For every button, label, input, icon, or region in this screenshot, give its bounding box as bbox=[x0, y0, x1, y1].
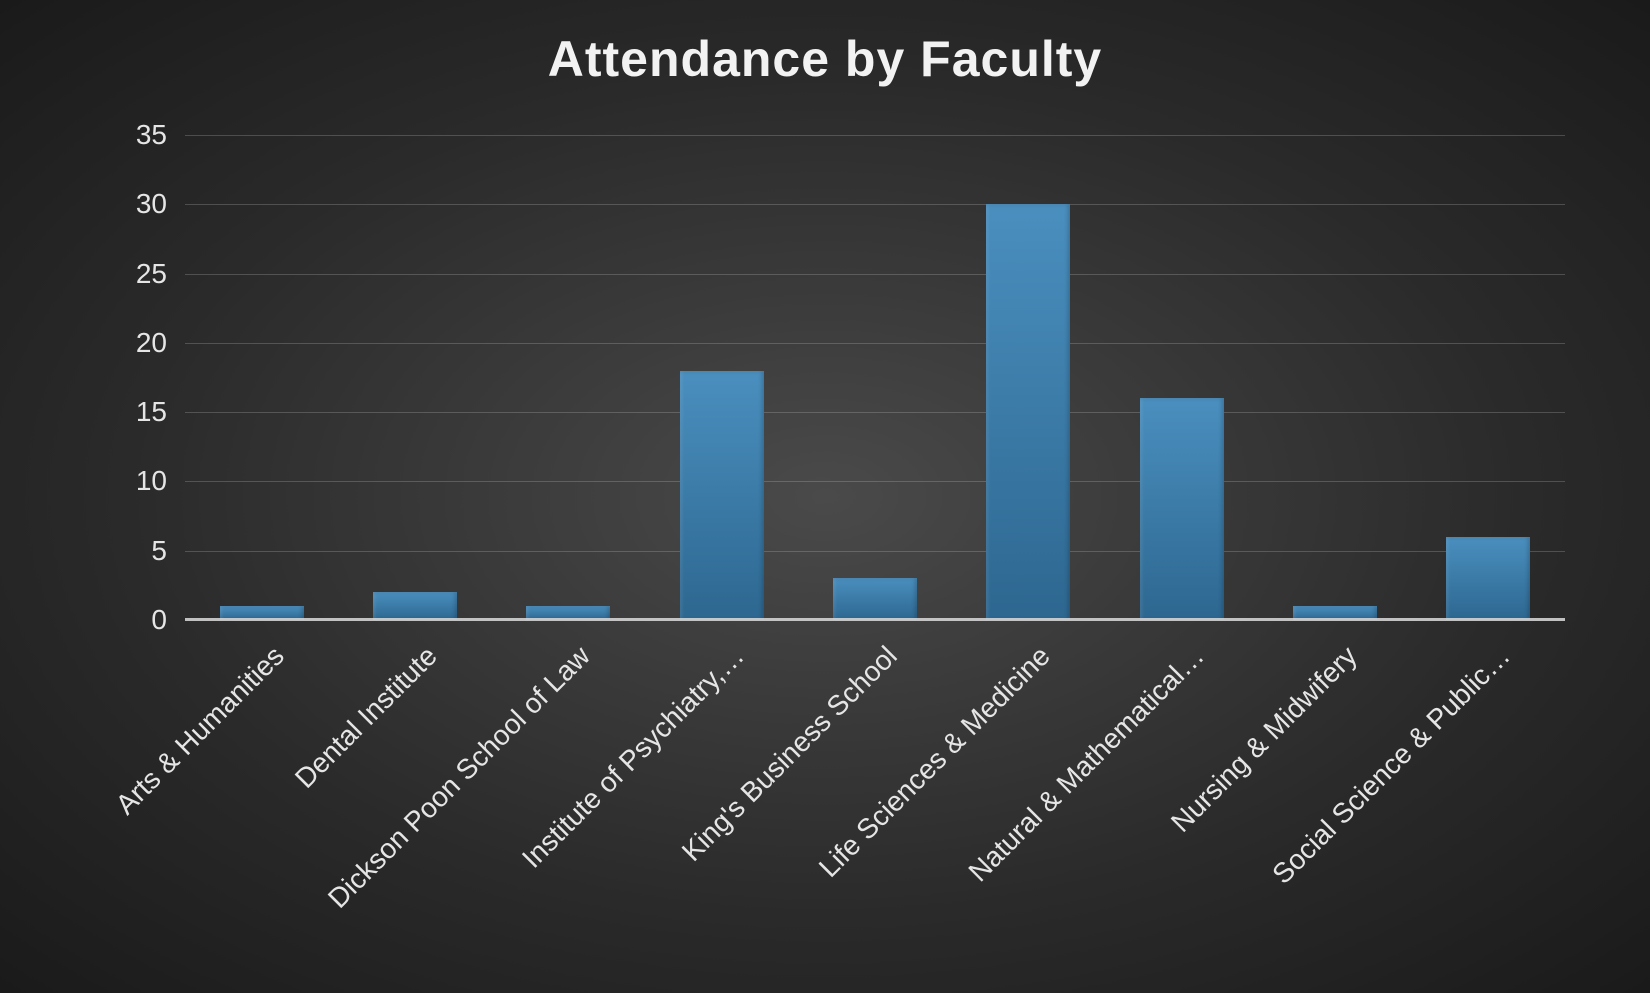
y-tick-label: 10 bbox=[136, 465, 185, 497]
axis-baseline bbox=[185, 618, 1565, 621]
bars-group bbox=[185, 135, 1565, 620]
y-tick-label: 5 bbox=[151, 535, 185, 567]
x-axis-labels: Arts & HumanitiesDental InstituteDickson… bbox=[185, 640, 1565, 980]
y-tick-label: 15 bbox=[136, 396, 185, 428]
bar bbox=[680, 371, 764, 620]
y-tick-label: 20 bbox=[136, 327, 185, 359]
y-tick-label: 35 bbox=[136, 119, 185, 151]
x-tick-label: Dental Institute bbox=[289, 640, 444, 795]
bar bbox=[1140, 398, 1224, 620]
bar bbox=[1446, 537, 1530, 620]
y-tick-label: 30 bbox=[136, 188, 185, 220]
y-tick-label: 25 bbox=[136, 258, 185, 290]
bar bbox=[986, 204, 1070, 620]
chart-container: Attendance by Faculty 05101520253035 Art… bbox=[0, 0, 1650, 993]
plot-area: 05101520253035 bbox=[185, 135, 1565, 620]
x-tick-label: Arts & Humanities bbox=[109, 640, 290, 821]
chart-title: Attendance by Faculty bbox=[0, 30, 1650, 88]
x-tick-label: Dickson Poon School of Law bbox=[322, 640, 597, 915]
y-tick-label: 0 bbox=[151, 604, 185, 636]
bar bbox=[833, 578, 917, 620]
bar bbox=[373, 592, 457, 620]
